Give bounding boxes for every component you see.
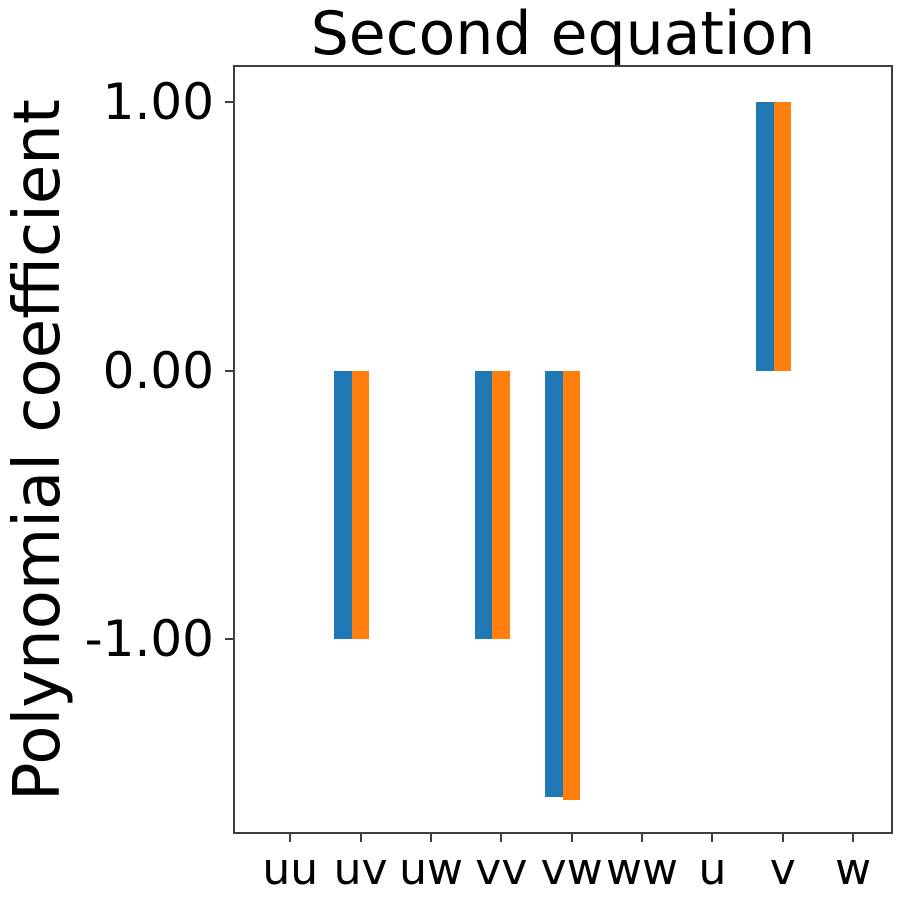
x-tick-mark-v xyxy=(781,834,784,842)
y-tick-label-1-00: 1.00 xyxy=(102,73,214,131)
plot-area xyxy=(225,65,893,842)
y-tick-label-0-00: 0.00 xyxy=(102,341,214,400)
chart-title: Second equation xyxy=(310,0,816,69)
bar-v-orange xyxy=(773,102,792,371)
bar-vv-orange xyxy=(492,370,510,639)
x-tick-label-vv: vv xyxy=(475,844,528,895)
x-tick-label-u: u xyxy=(698,844,727,895)
x-tick-label-vw: vw xyxy=(540,844,603,895)
x-tick-mark-uw xyxy=(430,834,432,842)
bar-uv-orange xyxy=(351,370,370,639)
x-tick-mark-uv xyxy=(359,834,362,842)
bar-vw-orange xyxy=(562,370,581,801)
x-tick-mark-vv xyxy=(500,834,503,842)
y-axis-label: Polynomial coefficient xyxy=(1,99,75,801)
y-tick-mark-0-00 xyxy=(225,369,233,372)
x-tick-label-uw: uw xyxy=(399,844,463,895)
x-tick-label-uu: uu xyxy=(262,844,319,895)
x-tick-mark-uu xyxy=(289,834,292,842)
bar-vw-blue xyxy=(545,370,563,798)
x-tick-label-w: w xyxy=(835,844,872,895)
bar-uv-blue xyxy=(334,370,352,639)
y-tick-label--1-00: -1.00 xyxy=(84,610,214,668)
bars-layer xyxy=(233,65,893,834)
bar-vv-blue xyxy=(474,370,493,639)
x-tick-label-uv: uv xyxy=(333,844,388,895)
x-tick-mark-u xyxy=(711,834,714,842)
x-tick-mark-vw xyxy=(570,834,573,842)
ticks-layer xyxy=(225,65,893,842)
y-tick-mark-1-00 xyxy=(225,101,233,103)
y-tick-mark--1-00 xyxy=(225,638,233,640)
bar-v-blue xyxy=(756,102,774,371)
x-tick-label-v: v xyxy=(769,844,796,895)
x-tick-label-ww: ww xyxy=(606,844,679,895)
x-tick-mark-w xyxy=(852,834,855,842)
x-tick-mark-ww xyxy=(641,834,644,842)
